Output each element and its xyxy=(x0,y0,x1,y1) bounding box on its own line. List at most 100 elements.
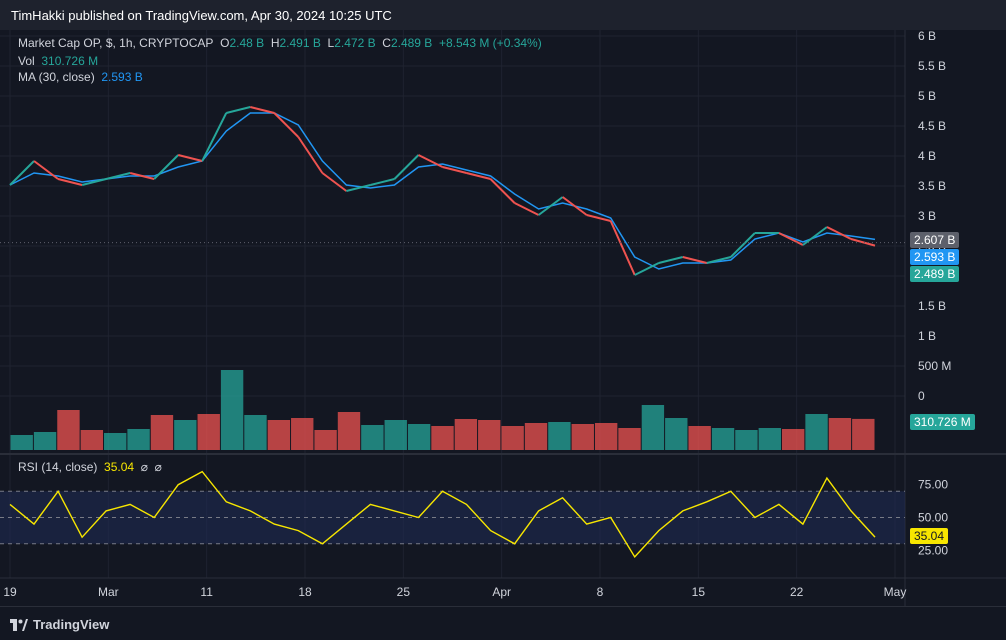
price-segment xyxy=(802,226,828,246)
price-segment xyxy=(634,262,660,276)
volume-bar xyxy=(431,426,454,450)
vol-value: 310.726 M xyxy=(41,54,99,68)
volume-bar xyxy=(384,420,407,450)
rsi-value: 35.04 xyxy=(104,460,135,474)
price-segment xyxy=(393,154,420,180)
x-tick-label: 25 xyxy=(397,585,411,599)
volume-bar xyxy=(337,412,361,450)
y-tick-label: 6 B xyxy=(918,30,936,43)
volume-bar xyxy=(407,424,431,450)
price-segment xyxy=(489,178,516,204)
volume-bar xyxy=(571,424,594,450)
volume-bar xyxy=(665,418,688,450)
price-segment xyxy=(153,154,179,180)
volume-bar xyxy=(501,426,524,450)
y-tick-label: 4.5 B xyxy=(918,119,946,133)
rsi-hide-icon[interactable]: ⌀ xyxy=(154,460,162,474)
rsi-legend: RSI (14, close) 35.04 ⌀ ⌀ xyxy=(18,460,162,474)
h-label: H xyxy=(270,36,280,50)
price-segment xyxy=(658,256,684,264)
volume-bar xyxy=(618,428,641,450)
symbol-title: Market Cap OP, $, 1h, CRYPTOCAP xyxy=(18,36,214,50)
tradingview-logo[interactable]: TradingView xyxy=(10,617,109,632)
volume-bar xyxy=(758,428,781,450)
price-segment xyxy=(129,172,155,180)
volume-bar xyxy=(104,433,127,450)
y-tick-label: 0 xyxy=(918,389,925,403)
x-tick-label: Apr xyxy=(492,585,511,599)
volume-bar xyxy=(80,430,104,450)
price-legend: Market Cap OP, $, 1h, CRYPTOCAP O2.48 B … xyxy=(18,36,542,50)
price-segment xyxy=(9,160,35,186)
price-segment xyxy=(850,238,876,247)
x-tick-label: 11 xyxy=(200,585,213,599)
price-segment xyxy=(826,226,852,240)
volume-legend: Vol 310.726 M xyxy=(18,54,98,68)
volume-bar xyxy=(524,423,548,450)
ma-value: 2.593 B xyxy=(101,70,143,84)
price-segment xyxy=(177,154,203,162)
chart-svg[interactable]: 6 B5.5 B5 B4.5 B4 B3.5 B3 B2.5 B2 B1.5 B… xyxy=(0,30,1006,606)
volume-bar xyxy=(314,430,337,450)
ma-legend: MA (30, close) 2.593 B xyxy=(18,70,143,84)
ma-price-tag: 2.593 B xyxy=(910,249,960,265)
y-tick-label: 3.5 B xyxy=(918,179,946,193)
price-segment xyxy=(466,172,491,180)
price-segment xyxy=(250,106,275,114)
volume-bar xyxy=(197,414,220,450)
x-tick-label: 22 xyxy=(790,585,804,599)
chart-frame[interactable]: 6 B5.5 B5 B4.5 B4 B3.5 B3 B2.5 B2 B1.5 B… xyxy=(0,30,1006,606)
y-tick-label: 5.5 B xyxy=(918,59,946,73)
last-price-tag: 2.607 B xyxy=(910,232,960,248)
volume-bar xyxy=(291,418,314,450)
y-tick-label: 500 M xyxy=(918,359,951,373)
price-segment xyxy=(321,172,347,192)
price-segment xyxy=(273,112,300,138)
volume-bar xyxy=(478,420,501,450)
y-tick-label: 5 B xyxy=(918,89,936,103)
price-segment xyxy=(418,154,443,168)
price-segment xyxy=(33,160,59,180)
price-segment xyxy=(586,214,611,222)
price-segment xyxy=(538,196,564,216)
volume-bar xyxy=(10,435,33,450)
volume-bar xyxy=(454,419,478,450)
volume-bar xyxy=(127,429,150,450)
tradingview-logo-icon xyxy=(10,618,28,631)
x-tick-label: Mar xyxy=(98,585,119,599)
price-segment xyxy=(730,232,756,258)
ma-line xyxy=(9,112,876,270)
l-value: 2.472 B xyxy=(334,36,376,50)
rsi-tick-label: 75.00 xyxy=(918,478,948,492)
y-tick-label: 1.5 B xyxy=(918,299,946,313)
volume-bar xyxy=(711,428,735,450)
price-segment xyxy=(105,172,131,180)
y-tick-label: 4 B xyxy=(918,149,936,163)
volume-bar xyxy=(174,420,197,450)
x-tick-label: 19 xyxy=(3,585,17,599)
close-price-tag: 2.489 B xyxy=(910,266,960,282)
x-tick-label: 8 xyxy=(597,585,604,599)
change-value: +8.543 M (+0.34%) xyxy=(438,36,542,50)
rsi-line xyxy=(9,470,876,559)
volume-bar xyxy=(57,410,80,450)
price-segment xyxy=(370,178,395,186)
x-tick-label: 18 xyxy=(298,585,312,599)
volume-bar xyxy=(828,418,852,450)
volume-bar xyxy=(641,405,665,450)
price-segment xyxy=(346,184,371,192)
volume-bar xyxy=(781,429,805,450)
o-label: O xyxy=(220,36,230,50)
footer-bar: TradingView xyxy=(0,606,1006,640)
rsi-settings-icon[interactable]: ⌀ xyxy=(140,460,148,474)
volume-bar xyxy=(548,422,571,450)
vol-label: Vol xyxy=(18,54,35,68)
o-value: 2.48 B xyxy=(229,36,265,50)
volume-bar xyxy=(805,414,828,450)
ma-label: MA (30, close) xyxy=(18,70,95,84)
volume-bar xyxy=(361,425,384,450)
l-label: L xyxy=(327,36,335,50)
price-segment xyxy=(297,136,324,174)
volume-bar xyxy=(852,418,875,450)
x-tick-label: May xyxy=(884,585,907,599)
